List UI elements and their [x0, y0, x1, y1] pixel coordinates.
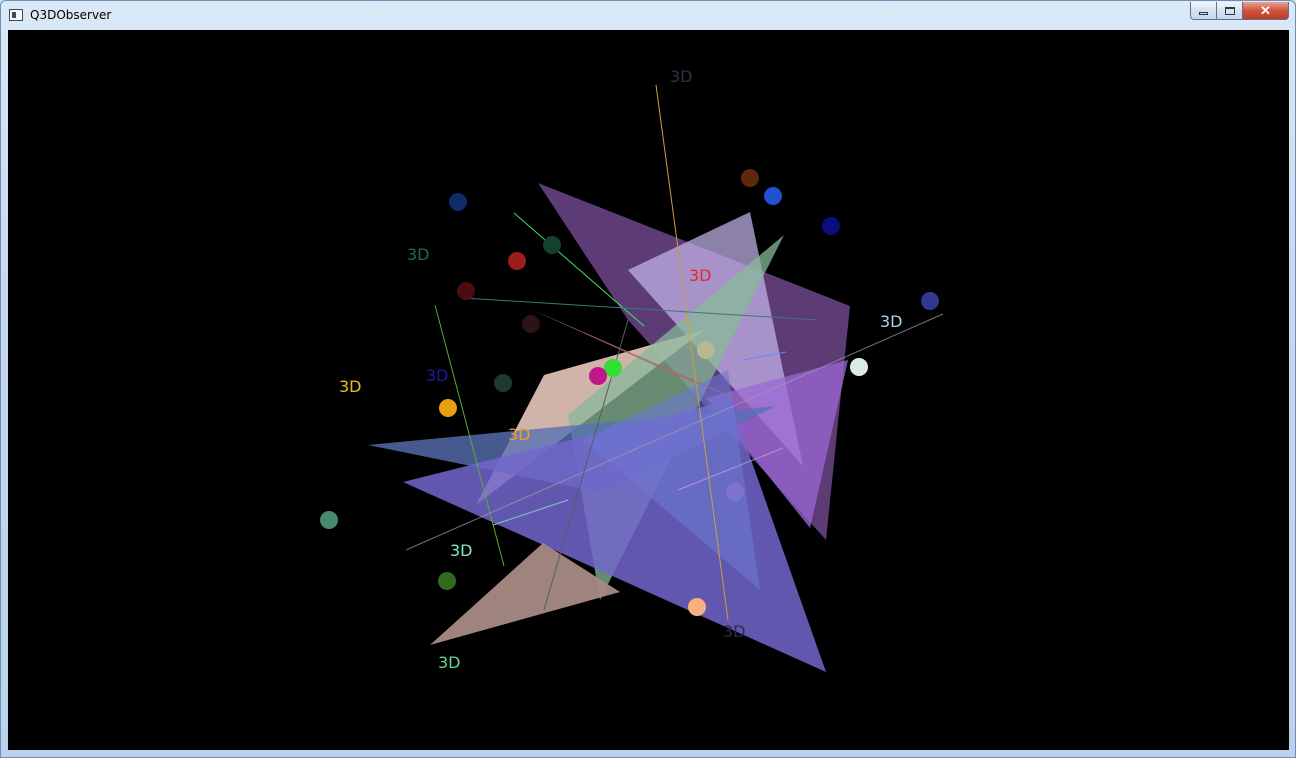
- app-window-icon[interactable]: [9, 9, 23, 21]
- sphere-marker: [320, 511, 338, 529]
- line-segment: [655, 84, 729, 621]
- sphere-marker: [697, 341, 715, 359]
- sphere-marker: [494, 374, 512, 392]
- line-segment: [513, 212, 645, 327]
- sphere-marker: [726, 483, 744, 501]
- triangle-shape: [583, 370, 760, 590]
- sphere-marker: [741, 169, 759, 187]
- close-button[interactable]: ✕: [1243, 2, 1289, 20]
- sphere-marker: [850, 358, 868, 376]
- triangle-shape: [706, 360, 848, 528]
- scene-label: 3D: [689, 266, 712, 285]
- minimize-icon: [1199, 12, 1208, 15]
- sphere-marker: [589, 367, 607, 385]
- scene-label: 3D: [407, 245, 430, 264]
- sphere-marker: [688, 598, 706, 616]
- window-controls: ✕: [1190, 2, 1289, 21]
- sphere-marker: [522, 315, 540, 333]
- triangle-shape: [430, 543, 620, 645]
- sphere-marker: [543, 236, 561, 254]
- sphere-marker: [764, 187, 782, 205]
- scene-label: 3D: [339, 377, 362, 396]
- scene-label: 3D: [880, 312, 903, 331]
- sphere-marker: [508, 252, 526, 270]
- scene-label: 3D: [508, 425, 531, 444]
- scene-label: 3D: [450, 541, 473, 560]
- title-bar[interactable]: Q3DObserver ✕: [1, 1, 1295, 30]
- line-segment: [462, 297, 819, 321]
- sphere-marker: [604, 359, 622, 377]
- sphere-marker: [439, 399, 457, 417]
- scene-label: 3D: [670, 67, 693, 86]
- sphere-marker: [822, 217, 840, 235]
- maximize-icon: [1224, 6, 1235, 15]
- minimize-button[interactable]: [1190, 2, 1217, 20]
- scene-label: 3D: [723, 622, 746, 641]
- line-segment: [405, 313, 944, 551]
- window-title: Q3DObserver: [30, 8, 112, 22]
- line-segment: [742, 351, 787, 361]
- sphere-marker: [438, 572, 456, 590]
- close-icon: ✕: [1260, 2, 1271, 18]
- scene-label: 3D: [438, 653, 461, 672]
- sphere-marker: [921, 292, 939, 310]
- sphere-marker: [457, 282, 475, 300]
- sphere-marker: [449, 193, 467, 211]
- 3d-viewport[interactable]: 3D 3D 3D 3D 3D 3D 3D 3D 3D 3D: [8, 30, 1289, 750]
- line-segment: [434, 304, 505, 567]
- line-segment: [492, 499, 569, 526]
- line-segment: [677, 447, 784, 491]
- scene-canvas[interactable]: 3D 3D 3D 3D 3D 3D 3D 3D 3D 3D: [8, 30, 1289, 750]
- scene-label: 3D: [426, 366, 449, 385]
- maximize-button[interactable]: [1217, 2, 1243, 20]
